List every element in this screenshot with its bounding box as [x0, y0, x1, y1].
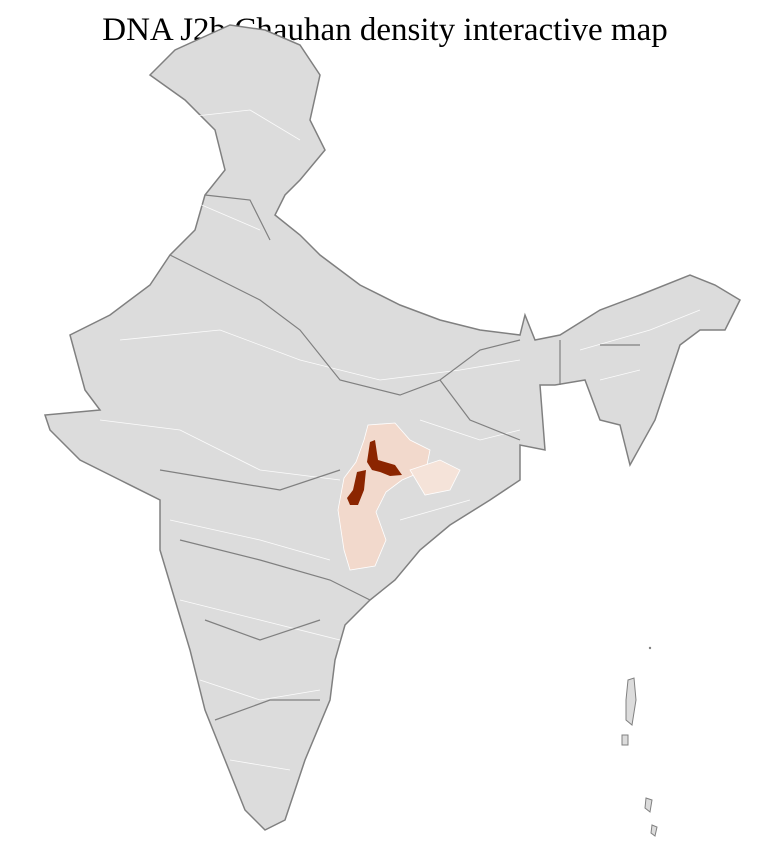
state-borders [159, 194, 640, 721]
district-borders [99, 109, 701, 771]
region-high-density-1[interactable] [367, 440, 402, 476]
andaman-nicobar-islands [621, 677, 658, 837]
lakshadweep-islands [648, 646, 652, 650]
region-high-density-2[interactable] [347, 470, 366, 505]
region-low-density-east[interactable] [409, 459, 461, 496]
density-layer [337, 422, 461, 571]
region-low-density[interactable] [337, 422, 431, 571]
